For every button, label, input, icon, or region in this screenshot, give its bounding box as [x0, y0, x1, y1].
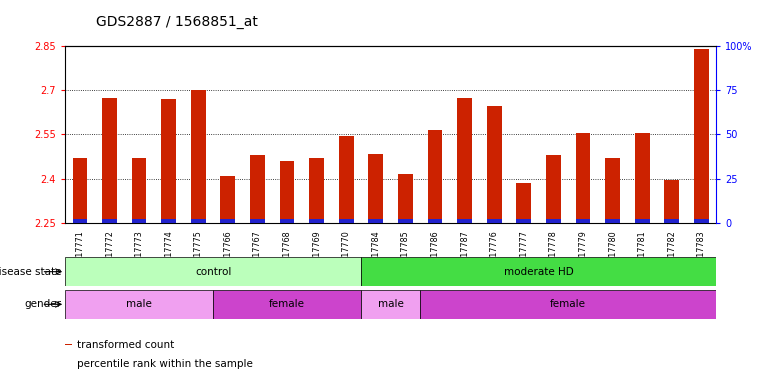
Bar	[162, 99, 176, 223]
Bar	[73, 219, 87, 223]
Bar	[102, 98, 117, 223]
Bar	[427, 130, 443, 223]
Bar	[457, 98, 472, 223]
Bar	[575, 219, 591, 223]
Bar	[309, 158, 324, 223]
Bar	[605, 219, 620, 223]
Bar	[635, 219, 650, 223]
Text: GDS2887 / 1568851_at: GDS2887 / 1568851_at	[96, 15, 257, 29]
Bar	[516, 183, 532, 223]
Bar	[65, 257, 361, 286]
Bar	[65, 290, 213, 319]
Bar	[605, 158, 620, 223]
Bar	[221, 175, 235, 223]
Bar	[487, 106, 502, 223]
Bar	[664, 219, 679, 223]
Bar	[361, 257, 716, 286]
Bar	[664, 180, 679, 223]
Bar	[132, 219, 146, 223]
Bar	[102, 219, 117, 223]
Text: percentile rank within the sample: percentile rank within the sample	[77, 359, 254, 369]
Bar	[221, 219, 235, 223]
Bar	[398, 219, 413, 223]
Bar	[191, 219, 206, 223]
Bar	[339, 136, 354, 223]
Text: disease state: disease state	[0, 266, 61, 277]
Text: female: female	[269, 299, 305, 310]
Text: control: control	[195, 266, 231, 277]
Bar	[487, 219, 502, 223]
Text: male: male	[378, 299, 404, 310]
Bar	[309, 219, 324, 223]
Bar	[213, 290, 361, 319]
Bar	[132, 158, 146, 223]
Bar	[694, 219, 709, 223]
Bar	[250, 219, 265, 223]
Bar	[162, 219, 176, 223]
Bar	[280, 219, 294, 223]
Bar	[339, 219, 354, 223]
Bar	[368, 154, 383, 223]
Bar	[457, 219, 472, 223]
Text: transformed count: transformed count	[77, 340, 175, 350]
Text: gender: gender	[25, 299, 61, 310]
Bar	[427, 219, 443, 223]
Bar	[575, 133, 591, 223]
Bar	[546, 219, 561, 223]
Bar	[546, 155, 561, 223]
Bar	[516, 219, 532, 223]
Bar	[694, 49, 709, 223]
Bar	[65, 344, 72, 345]
Bar	[73, 158, 87, 223]
Bar	[250, 155, 265, 223]
Text: male: male	[126, 299, 152, 310]
Bar	[191, 90, 206, 223]
Bar	[421, 290, 716, 319]
Bar	[635, 133, 650, 223]
Text: female: female	[550, 299, 586, 310]
Bar	[398, 174, 413, 223]
Bar	[361, 290, 421, 319]
Text: moderate HD: moderate HD	[504, 266, 574, 277]
Bar	[280, 161, 294, 223]
Bar	[368, 219, 383, 223]
